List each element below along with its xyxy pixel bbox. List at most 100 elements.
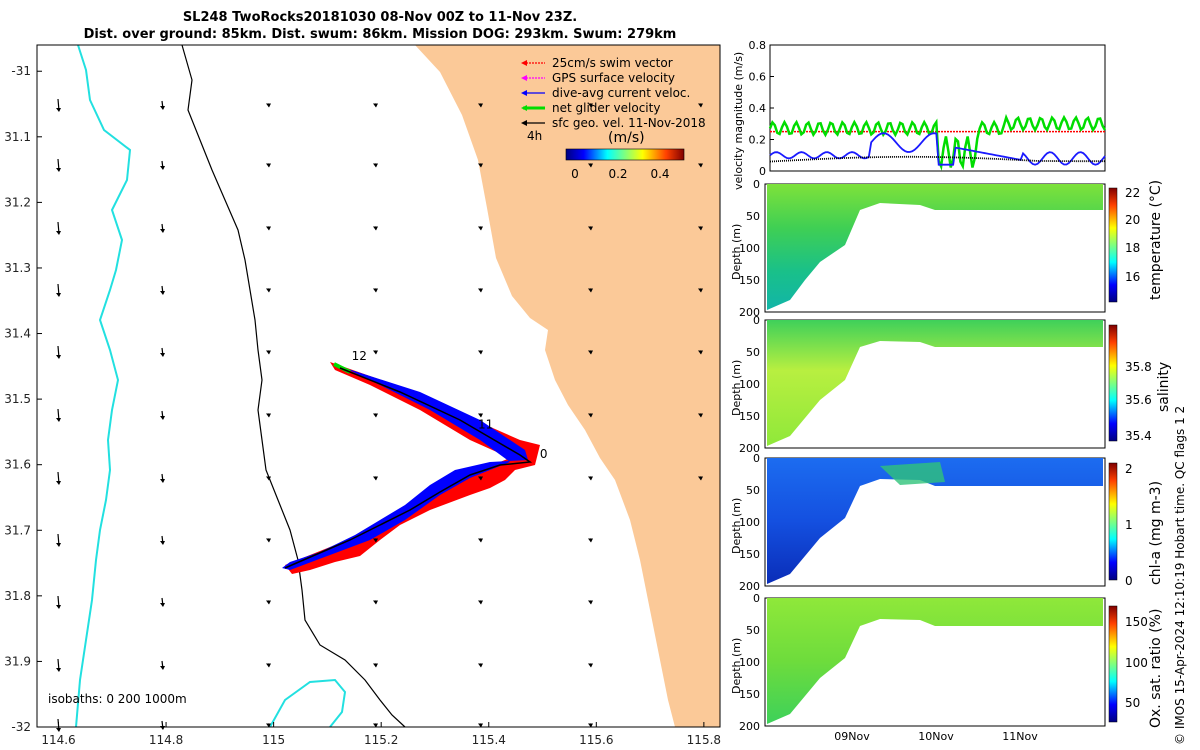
chla-cbar-tick-0: 0 xyxy=(1125,574,1133,588)
isobaths-label: isobaths: 0 200 1000m xyxy=(48,692,187,706)
temperature-panel: 22 20 18 16 temperature (°C) Depth (m) 0… xyxy=(730,178,1164,319)
sfc-velocity-arrow xyxy=(588,663,593,668)
sfc-velocity-arrow xyxy=(478,723,483,728)
legend-label: sfc geo. vel. 11-Nov-2018 xyxy=(552,116,706,130)
sfc-velocity-arrow xyxy=(266,538,271,543)
salinity-cbar-tick-1: 35.6 xyxy=(1125,393,1152,407)
chla-panel: 2 1 0 chl-a (mg m-3) Depth (m) 0 50 100 … xyxy=(730,452,1164,593)
map-y-tick-label: 31.7 xyxy=(4,523,31,537)
oxygen-colorbar xyxy=(1108,605,1118,723)
chla-colorbar xyxy=(1108,462,1118,581)
salinity-field xyxy=(767,320,1103,446)
sfc-velocity-arrow xyxy=(588,723,593,728)
sfc-velocity-arrow xyxy=(160,410,165,420)
glider-track xyxy=(282,362,540,574)
chla-surface-bloom xyxy=(880,462,945,485)
legend-entry: 25cm/s swim vector xyxy=(521,56,673,70)
colorbar-tick-1: 0.2 xyxy=(608,167,627,181)
sfc-velocity-arrow xyxy=(588,103,593,108)
sfc-velocity-arrow xyxy=(56,221,61,235)
temperature-ytick-4: 200 xyxy=(739,306,760,319)
oxygen-ytick-2: 100 xyxy=(739,656,760,669)
oxygen-cbar-tick-1: 100 xyxy=(1125,656,1148,670)
sfc-velocity-arrow xyxy=(160,597,165,607)
date-tick-09nov: 09Nov xyxy=(834,730,870,743)
isobath-200m xyxy=(181,44,406,728)
salinity-ytick-1: 50 xyxy=(746,346,760,359)
sfc-velocity-arrow xyxy=(160,660,165,670)
legend-entry: net glider velocity xyxy=(521,101,660,115)
temperature-cbar-tick-2: 20 xyxy=(1125,213,1140,227)
sfc-velocity-arrow xyxy=(478,476,483,481)
legend-label: net glider velocity xyxy=(552,101,660,115)
isobath-1000m-south xyxy=(269,678,347,728)
sfc-velocity-arrow xyxy=(373,288,378,293)
velocity-panel: 0 0.2 0.4 0.6 0.8 velocity magnitude (m/s) xyxy=(732,39,1107,190)
day-labels: 12 11 0 xyxy=(352,349,548,461)
legend-entry: dive-avg current veloc. xyxy=(521,86,690,100)
sfc-velocity-arrow xyxy=(588,163,593,168)
map-y-tick-label: 31.1 xyxy=(4,130,31,144)
salinity-colorbar xyxy=(1108,324,1118,442)
map-y-tick-label: 31.5 xyxy=(4,392,31,406)
sfc-velocity-arrow xyxy=(478,663,483,668)
map-x-tick-label: 114.6 xyxy=(41,733,75,747)
sfc-velocity-arrow xyxy=(160,100,165,110)
time-step-label: 4h xyxy=(527,129,542,143)
sfc-velocity-arrow xyxy=(373,663,378,668)
temperature-y-ticks: 0 50 100 150 200 xyxy=(739,178,760,319)
salinity-ytick-2: 100 xyxy=(739,378,760,391)
chla-ytick-3: 150 xyxy=(739,548,760,561)
map-colorbar xyxy=(565,148,685,161)
sfc-velocity-arrow xyxy=(698,476,703,481)
colorbar-tick-0: 0 xyxy=(571,167,579,181)
temperature-field xyxy=(767,184,1103,310)
chla-ytick-4: 200 xyxy=(739,580,760,593)
salinity-panel: 35.8 35.6 35.4 salinity Depth (m) 0 50 1… xyxy=(730,314,1172,455)
sfc-velocity-arrow xyxy=(698,226,703,231)
temperature-cbar-tick-3: 22 xyxy=(1125,186,1140,200)
sfc-velocity-arrow xyxy=(266,163,271,168)
sfc-velocity-arrow xyxy=(266,723,271,728)
sfc-velocity-arrow xyxy=(160,285,165,295)
sfc-velocity-arrow xyxy=(160,223,165,233)
chla-field xyxy=(767,458,1103,584)
temperature-ytick-3: 150 xyxy=(739,274,760,287)
sfc-velocity-arrow xyxy=(266,288,271,293)
temperature-colorbar xyxy=(1108,187,1118,303)
legend-arrowhead xyxy=(521,120,527,126)
oxygen-ytick-1: 50 xyxy=(746,624,760,637)
sfc-velocity-arrow xyxy=(56,595,61,609)
map-y-tick-label: 31.9 xyxy=(4,654,31,668)
sfc-velocity-arrow xyxy=(588,600,593,605)
chart-title: SL248 TwoRocks20181030 08-Nov 00Z to 11-… xyxy=(182,10,578,25)
day-label: 12 xyxy=(352,349,367,363)
date-x-ticks: 09Nov 10Nov 11Nov xyxy=(834,730,1038,743)
chla-ytick-1: 50 xyxy=(746,484,760,497)
map-y-tick-label: -31 xyxy=(11,64,31,78)
map-y-ticks: -31 31.1 31.2 31.3 31.4 31.5 31.6 31.7 31.8 31.9 -… xyxy=(4,64,42,734)
sfc-velocity-arrow xyxy=(56,533,61,547)
sfc-velocity-arrow xyxy=(160,473,165,483)
sfc-velocity-arrow xyxy=(698,288,703,293)
temperature-ytick-0: 0 xyxy=(753,178,760,191)
sfc-velocity-arrow xyxy=(266,350,271,355)
velocity-y-tick-label: 0.2 xyxy=(749,134,767,147)
temperature-ytick-2: 100 xyxy=(739,242,760,255)
map-x-tick-label: 115 xyxy=(262,733,285,747)
map-x-ticks: 114.6 114.8 115 115.2 115.4 115.6 115.8 xyxy=(41,722,721,747)
chla-ytick-0: 0 xyxy=(753,452,760,465)
salinity-cbar-tick-2: 35.8 xyxy=(1125,360,1152,374)
sfc-velocity-arrow xyxy=(373,723,378,728)
isobath-1000m xyxy=(75,44,132,728)
sfc-velocity-arrow xyxy=(478,103,483,108)
sfc-velocity-arrow xyxy=(56,98,61,112)
sfc-velocity-arrow xyxy=(478,350,483,355)
sfc-velocity-arrow xyxy=(478,600,483,605)
map-y-tick-label: 31.2 xyxy=(4,195,31,209)
sfc-velocity-arrow xyxy=(588,413,593,418)
map-x-tick-label: 114.8 xyxy=(149,733,183,747)
sfc-velocity-arrow xyxy=(373,538,378,543)
